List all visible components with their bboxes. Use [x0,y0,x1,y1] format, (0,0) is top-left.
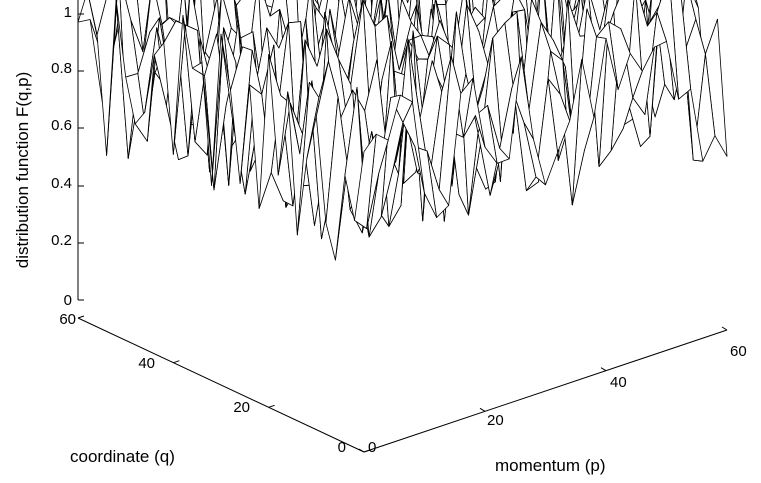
z-tick-label: 0.6 [51,117,72,134]
q-axis-line [77,317,365,453]
z-tick-label: 0.2 [51,232,72,249]
q-axis-label: coordinate (q) [70,447,175,466]
p-tick-mark [721,326,728,331]
z-tick-label: 0 [64,292,72,309]
q-tick-label: 60 [59,311,76,328]
q-tick-label: 40 [138,355,155,372]
z-tick-label: 0.4 [51,175,72,192]
p-tick-label: 40 [610,374,627,391]
q-tick-label: 0 [338,439,346,456]
p-tick-label: 20 [487,412,504,429]
p-tick-mark [479,407,486,412]
mesh-cell [354,133,377,229]
p-axis-line [363,329,728,453]
z-tick-label: 0.8 [51,60,72,77]
q-tick-mark [173,360,180,364]
z-axis-label: distribution function F(q,p) [13,72,32,269]
z-tick-label: 1 [64,4,72,21]
q-tick-mark [77,315,85,319]
surface-mesh [77,0,728,261]
p-tick-label: 60 [730,343,747,360]
q-tick-mark [363,449,371,453]
p-tick-mark [358,448,365,453]
p-tick-label: 0 [368,439,376,456]
q-tick-label: 20 [233,399,250,416]
p-axis-label: momentum (p) [495,456,606,475]
q-tick-mark [268,404,275,408]
p-tick-mark [600,367,607,372]
tick-marks [77,13,728,453]
